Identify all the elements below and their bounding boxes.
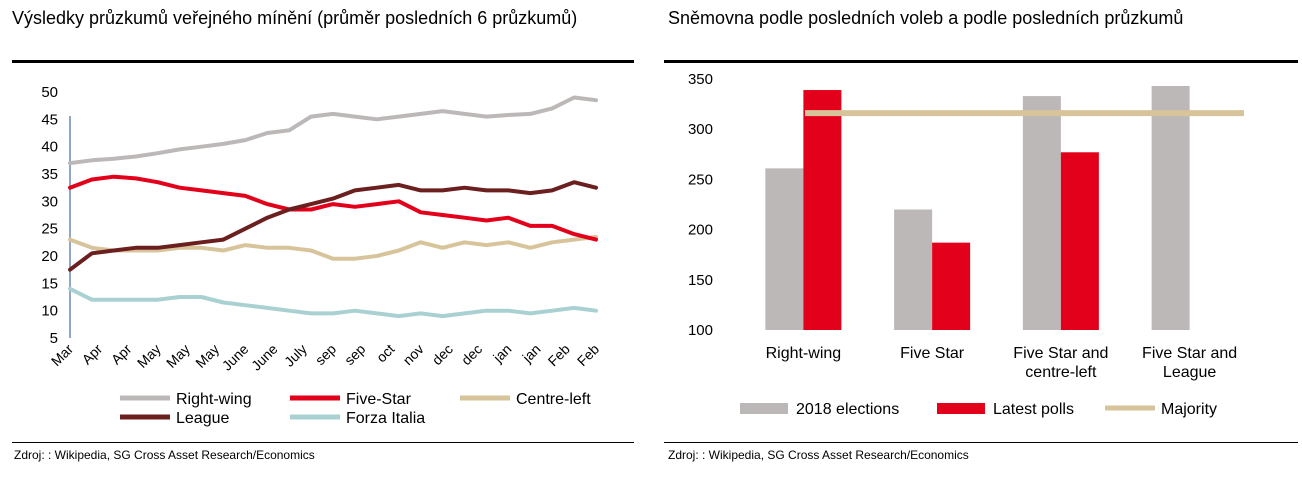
bar-latest-polls-2 xyxy=(1060,152,1099,330)
y-tick-label-6: 35 xyxy=(41,166,58,183)
y-tick-label-1: 150 xyxy=(688,272,713,289)
right-top-rule xyxy=(664,60,1298,63)
legend-label-forza-italia: Forza Italia xyxy=(346,410,425,427)
legend-swatch-2018-elections xyxy=(740,403,788,414)
legend-label-five-star: Five-Star xyxy=(346,391,412,408)
series-line-five-star xyxy=(68,174,598,242)
legend-label-centre-left: Centre-left xyxy=(516,391,591,408)
bar-latest-polls-1 xyxy=(932,242,971,330)
series-line-league xyxy=(68,180,598,272)
right-bar-chart: 100 150 200 250 300 350 Right-wing Five Star Fiv… xyxy=(688,71,1244,418)
category-label-3-0: Five Star and xyxy=(1142,345,1237,362)
bar-2018-elections-3 xyxy=(1151,86,1190,330)
right-chart-title: Sněmovna podle posledních voleb a podle … xyxy=(668,8,1184,28)
legend-label-league: League xyxy=(176,410,229,427)
legend-label-right-wing: Right-wing xyxy=(176,391,252,408)
x-tick-label-14: dec xyxy=(458,341,485,368)
y-tick-label-5: 30 xyxy=(41,193,58,210)
series-line-centre-left xyxy=(68,234,598,261)
bar-2018-elections-2 xyxy=(1022,96,1061,331)
x-tick-label-15: jan xyxy=(489,341,514,366)
right-bottom-rule xyxy=(664,442,1298,443)
x-tick-label-18: Feb xyxy=(574,341,603,370)
y-tick-label-0: 5 xyxy=(50,330,58,347)
y-tick-label-9: 50 xyxy=(41,84,58,101)
category-label-2-0: Five Star and xyxy=(1013,345,1108,362)
category-label-2-1: centre-left xyxy=(1025,364,1097,381)
legend-label-latest-polls: Latest polls xyxy=(993,401,1074,418)
x-tick-label-7: June xyxy=(248,341,281,374)
x-tick-label-16: jan xyxy=(518,341,543,366)
right-panel: Sněmovna podle posledních voleb a podle … xyxy=(660,0,1302,497)
category-label-0-0: Right-wing xyxy=(766,345,842,362)
legend-label-majority: Majority xyxy=(1161,401,1217,418)
left-panel: Výsledky průzkumů veřejného mínění (prům… xyxy=(0,0,640,497)
x-tick-label-4: May xyxy=(163,341,193,371)
bar-2018-elections-0 xyxy=(765,168,804,330)
left-top-rule xyxy=(12,60,634,63)
x-tick-label-2: Apr xyxy=(108,341,135,368)
right-source: Zdroj: : Wikipedia, SG Cross Asset Resea… xyxy=(668,448,969,462)
x-tick-label-13: dec xyxy=(429,341,456,368)
left-chart-title: Výsledky průzkumů veřejného mínění (prům… xyxy=(12,8,578,28)
y-tick-label-5: 350 xyxy=(688,71,713,88)
y-tick-label-2: 200 xyxy=(688,222,713,239)
x-tick-label-10: sep xyxy=(341,341,368,368)
x-tick-label-8: July xyxy=(281,341,310,370)
y-tick-label-2: 15 xyxy=(41,275,58,292)
y-tick-label-4: 25 xyxy=(41,221,58,238)
y-tick-label-8: 45 xyxy=(41,111,58,128)
y-tick-label-3: 20 xyxy=(41,248,58,265)
y-tick-label-1: 10 xyxy=(41,303,58,320)
y-tick-label-3: 250 xyxy=(688,171,713,188)
series-line-right-wing xyxy=(68,95,598,166)
series-line-forza-italia xyxy=(68,286,598,319)
y-tick-label-4: 300 xyxy=(688,121,713,138)
x-tick-label-6: June xyxy=(219,341,252,374)
x-tick-label-11: oct xyxy=(373,341,398,366)
bar-2018-elections-1 xyxy=(894,209,933,330)
category-label-3-1: League xyxy=(1163,364,1216,381)
x-tick-label-12: nov xyxy=(400,341,427,368)
left-source: Zdroj: : Wikipedia, SG Cross Asset Resea… xyxy=(14,448,315,462)
y-tick-label-7: 40 xyxy=(41,139,58,156)
x-tick-label-9: sep xyxy=(312,341,339,368)
bar-latest-polls-0 xyxy=(803,90,842,330)
x-tick-label-1: Apr xyxy=(79,341,106,368)
category-label-1-0: Five Star xyxy=(900,345,965,362)
x-tick-label-3: May xyxy=(134,341,164,371)
x-tick-label-17: Feb xyxy=(545,341,574,370)
x-tick-label-5: May xyxy=(192,341,222,371)
legend-label-2018-elections: 2018 elections xyxy=(796,401,899,418)
legend-swatch-latest-polls xyxy=(937,403,985,414)
left-bottom-rule xyxy=(12,442,634,443)
y-tick-label-0: 100 xyxy=(688,322,713,339)
